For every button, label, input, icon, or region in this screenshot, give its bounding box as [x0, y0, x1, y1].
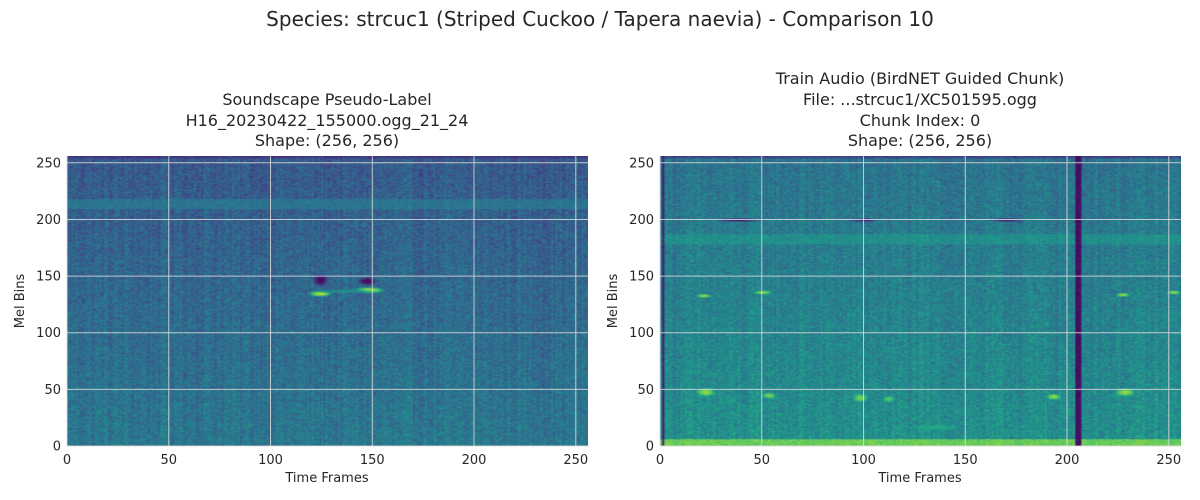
panel-left: Soundscape Pseudo-Label H16_20230422_155… [13, 90, 588, 486]
figure-suptitle: Species: strcuc1 (Striped Cuckoo / Taper… [266, 7, 934, 31]
panel-left-xtick-label: 150 [360, 453, 385, 468]
panel-right-xtick-label: 200 [1055, 453, 1080, 468]
panel-left-ytick-label: 0 [53, 440, 61, 455]
panel-left-title-line-1: Soundscape Pseudo-Label [222, 90, 431, 109]
panel-right-xlabel: Time Frames [877, 471, 961, 486]
panel-left-xtick-label: 50 [160, 453, 177, 468]
panel-left-ytick-label: 100 [36, 326, 61, 341]
panel-left-xtick-label: 100 [258, 453, 283, 468]
panel-right-ticks: 0 50 100 150 200 250 0 50 100 150 200 250 [629, 156, 1181, 468]
panel-left-title-line-3: Shape: (256, 256) [255, 131, 399, 150]
panel-right-title-line-1: Train Audio (BirdNET Guided Chunk) [775, 69, 1064, 88]
panel-right-title-line-4: Shape: (256, 256) [848, 131, 992, 150]
panel-left-ytick-label: 250 [36, 156, 61, 171]
panel-right-grid [659, 156, 1181, 447]
panel-right-title-line-2: File: ...strcuc1/XC501595.ogg [803, 90, 1037, 109]
panel-right-ytick-label: 250 [629, 156, 654, 171]
spectrogram-heatmap-right [660, 156, 1181, 446]
panel-right-xtick-label: 100 [851, 453, 876, 468]
panel-right-ytick-label: 200 [629, 213, 654, 228]
panel-right-xtick-label: 0 [656, 453, 664, 468]
panel-left-xlabel: Time Frames [284, 471, 368, 486]
panel-right-ytick-label: 0 [646, 440, 654, 455]
panel-right-ytick-label: 150 [629, 270, 654, 285]
panel-left-ytick-label: 150 [36, 270, 61, 285]
panel-left-ytick-label: 200 [36, 213, 61, 228]
panel-right-ytick-label: 50 [637, 383, 654, 398]
panel-left-xtick-label: 0 [63, 453, 71, 468]
spectrogram-heatmap-left [67, 156, 588, 446]
panel-left-grid [66, 156, 588, 447]
panel-right-ytick-label: 100 [629, 326, 654, 341]
panel-left-xtick-label: 200 [462, 453, 487, 468]
panel-left-xtick-label: 250 [563, 453, 588, 468]
panel-left-title-line-2: H16_20230422_155000.ogg_21_24 [186, 111, 469, 131]
panel-right-xtick-label: 50 [753, 453, 770, 468]
panel-left-ticks: 0 50 100 150 200 250 0 50 100 150 200 250 [36, 156, 588, 468]
panel-right-ylabel: Mel Bins [606, 274, 621, 329]
panel-right-xtick-label: 250 [1156, 453, 1181, 468]
panel-right-xtick-label: 150 [953, 453, 978, 468]
panel-right: Train Audio (BirdNET Guided Chunk) File:… [606, 69, 1181, 486]
panel-right-title-line-3: Chunk Index: 0 [860, 111, 981, 130]
panel-left-ylabel: Mel Bins [13, 274, 28, 329]
panel-left-ytick-label: 50 [44, 383, 61, 398]
